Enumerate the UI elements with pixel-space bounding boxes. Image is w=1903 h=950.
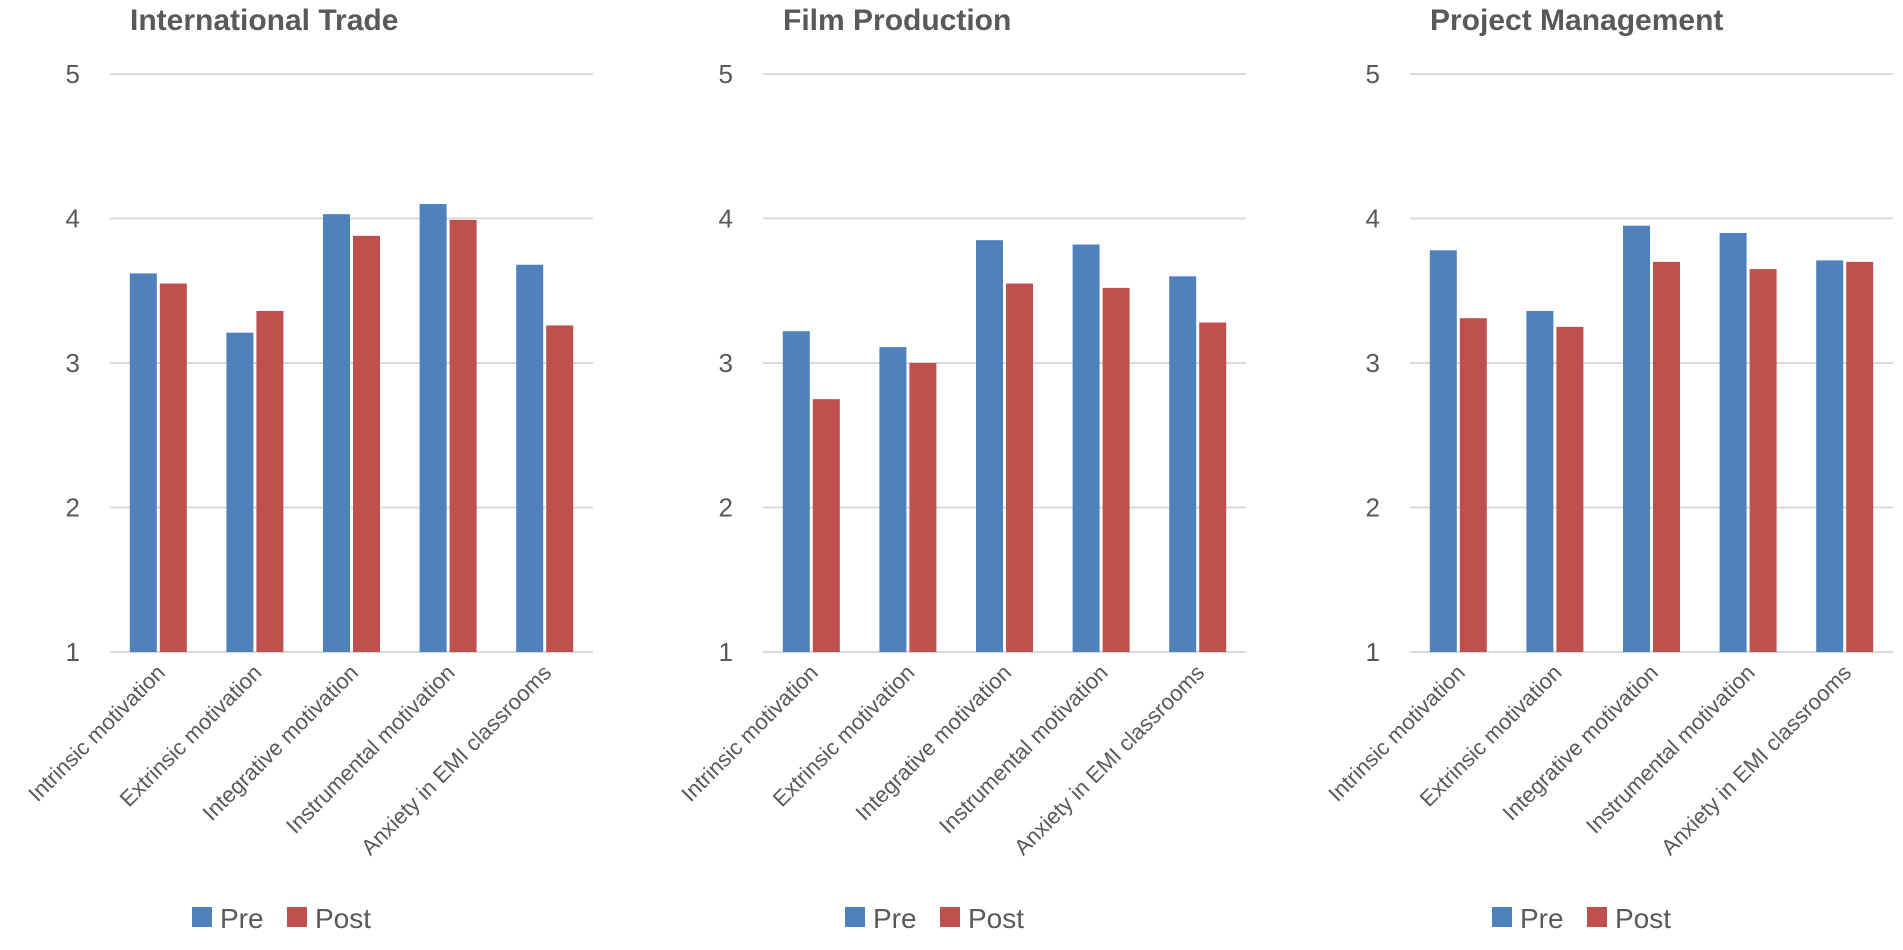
bar-post-1 <box>1459 318 1487 652</box>
bar-pre-5 <box>516 264 544 652</box>
chart-title: Project Management <box>1430 4 1723 37</box>
x-tick-label: Instrumental motivation <box>1581 660 1760 839</box>
y-tick-label: 2 <box>719 493 733 523</box>
x-tick-label: Integrative motivation <box>850 660 1016 826</box>
bar-post-2 <box>909 363 937 652</box>
bar-post-1 <box>159 283 187 652</box>
legend-label-pre: Pre <box>1520 903 1564 934</box>
bar-pre-3 <box>323 214 350 653</box>
y-tick-label: 2 <box>1366 493 1380 523</box>
bar-pre-3 <box>976 240 1003 653</box>
y-tick-label: 1 <box>1366 637 1380 667</box>
bar-post-3 <box>1653 261 1680 652</box>
y-tick-label: 5 <box>719 59 733 89</box>
bar-post-5 <box>1199 322 1227 652</box>
y-tick-label: 3 <box>1366 348 1380 378</box>
bar-pre-2 <box>879 347 907 652</box>
legend-swatch-post <box>1587 907 1607 927</box>
y-tick-label: 2 <box>66 493 80 523</box>
y-tick-label: 5 <box>1366 59 1380 89</box>
bar-pre-3 <box>1623 225 1650 652</box>
bar-pre-1 <box>1429 250 1457 653</box>
bar-post-5 <box>1846 261 1874 652</box>
bar-pre-4 <box>419 204 447 653</box>
bar-post-4 <box>1749 269 1777 652</box>
y-tick-label: 1 <box>66 637 80 667</box>
bar-post-3 <box>353 235 380 652</box>
y-tick-label: 4 <box>66 204 80 234</box>
y-tick-label: 3 <box>66 348 80 378</box>
legend-swatch-post <box>940 907 960 927</box>
legend-label-post: Post <box>1615 903 1671 934</box>
bar-post-4 <box>449 219 477 652</box>
bar-pre-2 <box>1526 310 1554 652</box>
bar-pre-1 <box>129 273 157 652</box>
legend-label-post: Post <box>968 903 1024 934</box>
chart-title: International Trade <box>130 4 398 37</box>
bar-post-4 <box>1102 287 1130 652</box>
bar-post-3 <box>1006 283 1033 652</box>
y-tick-label: 4 <box>1366 204 1380 234</box>
bar-post-2 <box>1556 326 1584 652</box>
x-tick-label: Anxiety in EMI classrooms <box>356 660 556 860</box>
bar-post-1 <box>812 399 840 652</box>
y-tick-label: 4 <box>719 204 733 234</box>
x-tick-label: Integrative motivation <box>1497 660 1663 826</box>
y-tick-label: 5 <box>66 59 80 89</box>
legend-swatch-post <box>287 907 307 927</box>
x-tick-label: Anxiety in EMI classrooms <box>1009 660 1209 860</box>
legend-label-pre: Pre <box>873 903 917 934</box>
legend-swatch-pre <box>192 907 212 927</box>
bar-pre-1 <box>782 331 810 652</box>
x-tick-label: Instrumental motivation <box>281 660 460 839</box>
bar-pre-4 <box>1072 244 1100 652</box>
x-tick-label: Instrumental motivation <box>934 660 1113 839</box>
bar-pre-5 <box>1169 276 1197 652</box>
bar-post-5 <box>546 325 574 652</box>
chart-title: Film Production <box>783 4 1011 37</box>
y-tick-label: 1 <box>719 637 733 667</box>
x-tick-label: Anxiety in EMI classrooms <box>1656 660 1856 860</box>
bar-pre-4 <box>1719 232 1747 652</box>
legend-swatch-pre <box>845 907 865 927</box>
x-tick-label: Integrative motivation <box>197 660 363 826</box>
bar-pre-2 <box>226 332 254 652</box>
legend-label-pre: Pre <box>220 903 264 934</box>
bar-pre-5 <box>1816 260 1844 652</box>
bar-post-2 <box>256 310 284 652</box>
legend-label-post: Post <box>315 903 371 934</box>
legend-swatch-pre <box>1492 907 1512 927</box>
y-tick-label: 3 <box>719 348 733 378</box>
